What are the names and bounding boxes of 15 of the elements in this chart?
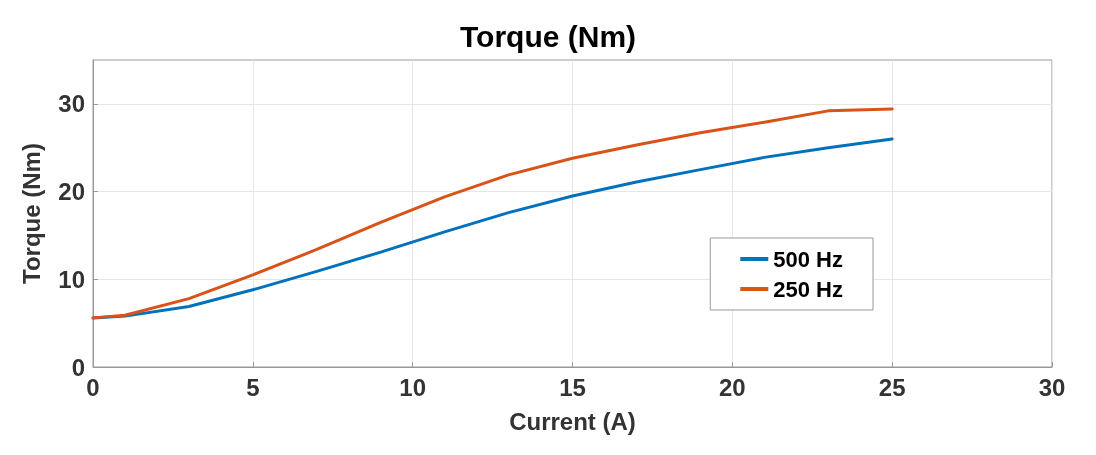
x-tick-label: 15 <box>559 373 586 401</box>
x-tick-label: 10 <box>399 373 427 401</box>
x-tick-label: 25 <box>878 373 906 401</box>
x-axis-title: Current (A) <box>509 407 636 435</box>
y-tick-label: 10 <box>58 265 85 293</box>
chart-title: Torque (Nm) <box>459 19 637 53</box>
y-tick-label: 0 <box>71 353 85 381</box>
y-tick-label: 20 <box>58 178 85 206</box>
x-tick-label: 20 <box>718 373 746 401</box>
x-tick-label: 5 <box>246 373 260 401</box>
legend-label: 250 Hz <box>773 276 844 302</box>
legend-label: 500 Hz <box>773 246 844 272</box>
y-tick-label: 30 <box>58 90 85 118</box>
x-tick-label: 30 <box>1038 373 1066 401</box>
y-axis-title: Torque (Nm) <box>17 143 45 284</box>
